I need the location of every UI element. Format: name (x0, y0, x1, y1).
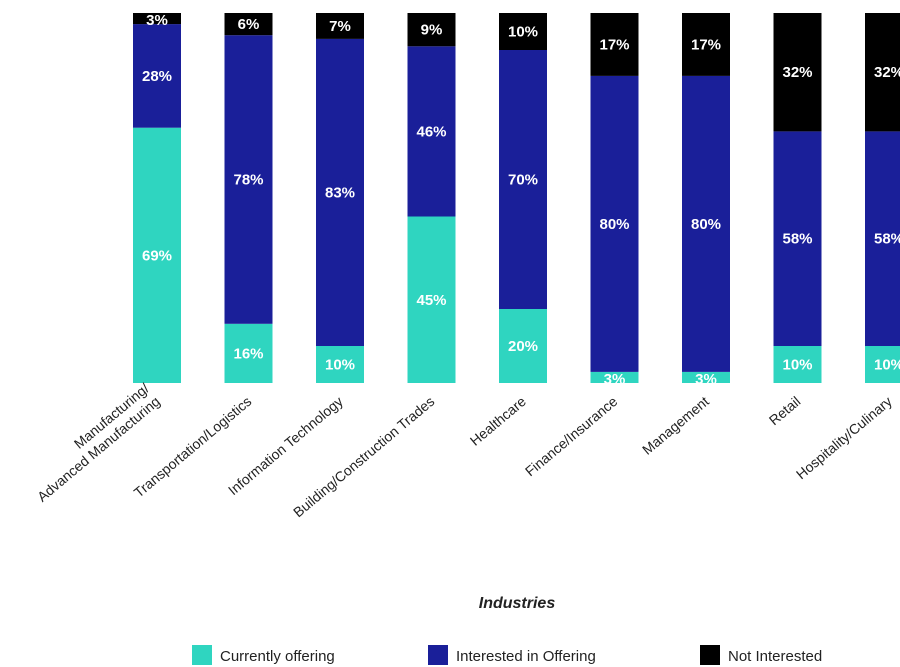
data-label-currently-offering-hospitality-culinary: 10% (874, 357, 900, 374)
data-label-interested-in-offering-management: 80% (691, 216, 721, 233)
bar-segment-not-interested-hospitality-culinary (865, 13, 900, 132)
category-label-management: Management (639, 393, 712, 458)
category-label-text: Retail (766, 393, 804, 428)
legend-label-currently-offering: Currently offering (220, 648, 335, 665)
legend-swatch-currently-offering (192, 645, 212, 665)
data-label-currently-offering-finance-insurance: 3% (604, 371, 626, 388)
category-label-hospitality-culinary: Hospitality/Culinary (793, 393, 895, 482)
data-label-currently-offering-healthcare: 20% (508, 338, 538, 355)
bars-layer: 69% 28% 3% 16% 78% 6% 10% 83% 7% 45% 46% 9% 20% 70% 10… (133, 12, 900, 388)
bar-segment-interested-in-offering-information-technology (316, 38, 364, 347)
data-label-currently-offering-management: 3% (695, 371, 717, 388)
data-label-currently-offering-manufacturing-advanced-manufacturing: 69% (142, 247, 172, 264)
bar-segment-currently-offering-building-construction-trades (407, 216, 456, 383)
data-label-not-interested-building-construction-trades: 9% (421, 22, 443, 39)
data-label-not-interested-retail: 32% (782, 64, 812, 81)
category-label-text: Finance/Insurance (522, 393, 621, 479)
data-label-interested-in-offering-manufacturing-advanced-manufacturing: 28% (142, 68, 172, 85)
bar-segment-interested-in-offering-management (682, 75, 730, 372)
legend: Currently offering Interested in Offering… (192, 645, 822, 665)
legend-item-interested-in-offering: Interested in Offering (428, 645, 596, 665)
data-label-interested-in-offering-transportation-logistics: 78% (233, 172, 263, 189)
bar-segment-not-interested-manufacturing-advanced-manufacturing (133, 13, 181, 25)
bar-segment-not-interested-retail (773, 13, 822, 132)
bar-segment-interested-in-offering-finance-insurance (590, 75, 639, 372)
bar-segment-currently-offering-retail (773, 346, 822, 383)
bar-segment-not-interested-healthcare (499, 13, 547, 50)
bar-segment-interested-in-offering-transportation-logistics (224, 35, 273, 324)
data-label-interested-in-offering-hospitality-culinary: 58% (874, 231, 900, 248)
bar-segment-not-interested-information-technology (316, 13, 364, 39)
bar-segment-currently-offering-hospitality-culinary (865, 346, 900, 383)
legend-item-currently-offering: Currently offering (192, 645, 335, 665)
data-label-currently-offering-retail: 10% (782, 357, 812, 374)
data-label-interested-in-offering-healthcare: 70% (508, 172, 538, 189)
legend-label-not-interested: Not Interested (728, 648, 822, 665)
category-label-text: Management (639, 393, 712, 458)
category-label-healthcare: Healthcare (467, 393, 529, 449)
data-label-currently-offering-transportation-logistics: 16% (233, 345, 263, 362)
data-label-not-interested-hospitality-culinary: 32% (874, 64, 900, 81)
data-label-interested-in-offering-retail: 58% (782, 231, 812, 248)
data-label-interested-in-offering-information-technology: 83% (325, 184, 355, 201)
bar-segment-currently-offering-management (682, 371, 730, 383)
category-label-finance-insurance: Finance/Insurance (522, 393, 621, 479)
bar-segment-not-interested-building-construction-trades (407, 13, 456, 47)
bar-segment-interested-in-offering-hospitality-culinary (865, 131, 900, 346)
bar-segment-currently-offering-transportation-logistics (224, 323, 273, 383)
bar-segment-currently-offering-finance-insurance (590, 371, 639, 383)
bar-segment-interested-in-offering-building-construction-trades (407, 46, 456, 217)
legend-item-not-interested: Not Interested (700, 645, 822, 665)
data-label-not-interested-transportation-logistics: 6% (238, 16, 260, 33)
bar-segment-currently-offering-healthcare (499, 309, 547, 383)
data-label-currently-offering-information-technology: 10% (325, 357, 355, 374)
data-label-interested-in-offering-finance-insurance: 80% (599, 216, 629, 233)
bar-segment-not-interested-finance-insurance (590, 13, 639, 76)
category-labels: Manufacturing/Advanced ManufacturingTran… (34, 380, 895, 520)
data-label-not-interested-management: 17% (691, 36, 721, 53)
bar-segment-currently-offering-manufacturing-advanced-manufacturing (133, 127, 181, 383)
data-label-not-interested-healthcare: 10% (508, 24, 538, 41)
legend-swatch-not-interested (700, 645, 720, 665)
bar-segment-not-interested-management (682, 13, 730, 76)
data-label-currently-offering-building-construction-trades: 45% (416, 292, 446, 309)
bar-segment-not-interested-transportation-logistics (224, 13, 273, 36)
bar-segment-interested-in-offering-retail (773, 131, 822, 346)
category-label-text: Hospitality/Culinary (793, 393, 895, 482)
data-label-not-interested-manufacturing-advanced-manufacturing: 3% (146, 12, 168, 29)
bar-segment-currently-offering-information-technology (316, 346, 364, 383)
bar-segment-interested-in-offering-healthcare (499, 50, 547, 309)
data-label-not-interested-information-technology: 7% (329, 18, 351, 35)
x-axis-title: Industries (479, 595, 556, 612)
bar-segment-interested-in-offering-manufacturing-advanced-manufacturing (133, 24, 181, 128)
data-label-interested-in-offering-building-construction-trades: 46% (416, 123, 446, 140)
legend-swatch-interested-in-offering (428, 645, 448, 665)
category-label-text: Healthcare (467, 393, 529, 449)
legend-label-interested-in-offering: Interested in Offering (456, 648, 596, 665)
data-label-not-interested-finance-insurance: 17% (599, 36, 629, 53)
category-label-retail: Retail (766, 393, 804, 428)
